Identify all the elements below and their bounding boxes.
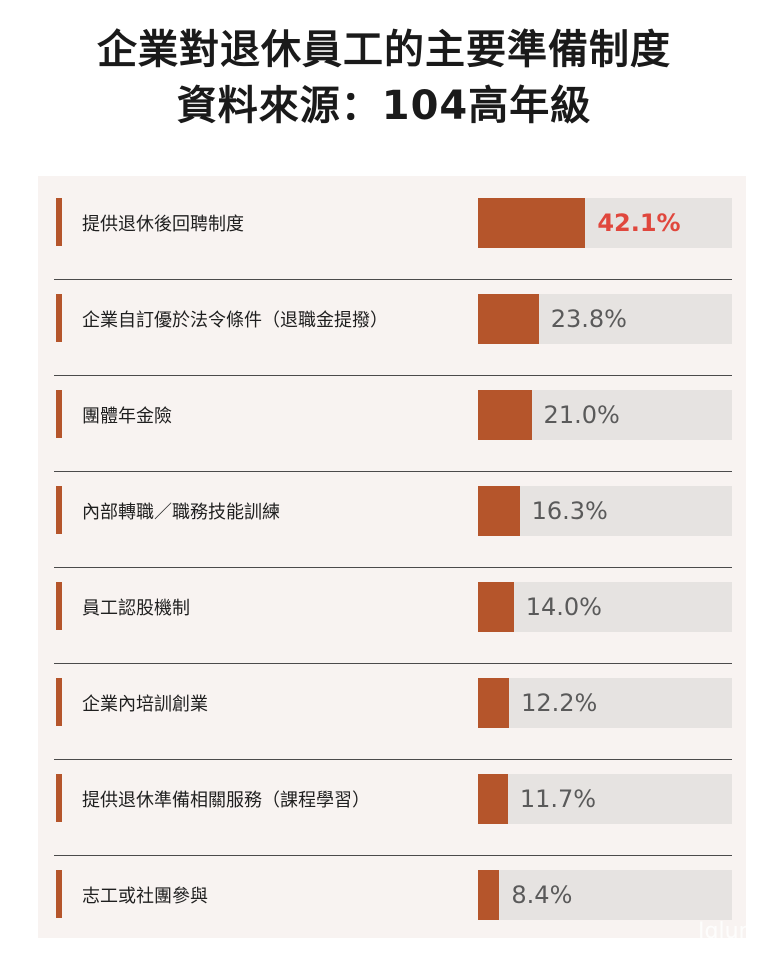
- category-label: 志工或社團參與: [82, 886, 208, 907]
- bar-track: 42.1%: [478, 198, 732, 248]
- watermark-logo: Iqlum: [698, 919, 760, 944]
- bar-track: 12.2%: [478, 678, 732, 728]
- row-divider: [54, 566, 732, 568]
- value-label: 12.2%: [521, 689, 598, 717]
- row-accent-marker: [56, 774, 62, 822]
- bar-row: 企業自訂優於法令條件（退職金提撥） 23.8%: [38, 280, 746, 376]
- bar-row: 志工或社團參與 8.4%: [38, 856, 746, 952]
- bar-track: 8.4%: [478, 870, 732, 920]
- value-label: 23.8%: [550, 305, 627, 333]
- bar: [478, 870, 500, 920]
- row-divider: [54, 374, 732, 376]
- value-label: 14.0%: [525, 593, 602, 621]
- bar-row: 提供退休準備相關服務（課程學習） 11.7%: [38, 760, 746, 856]
- bar: [478, 486, 520, 536]
- bar-track: 23.8%: [478, 294, 732, 344]
- bar-row: 企業內培訓創業 12.2%: [38, 664, 746, 760]
- row-divider: [54, 278, 732, 280]
- row-accent-marker: [56, 294, 62, 342]
- row-accent-marker: [56, 390, 62, 438]
- bar: [478, 582, 514, 632]
- value-label: 16.3%: [531, 497, 608, 525]
- bar-track: 21.0%: [478, 390, 732, 440]
- bar-row: 內部轉職／職務技能訓練 16.3%: [38, 472, 746, 568]
- row-divider: [54, 662, 732, 664]
- bar: [478, 678, 510, 728]
- row-divider: [54, 470, 732, 472]
- row-accent-marker: [56, 486, 62, 534]
- row-divider: [54, 758, 732, 760]
- category-label: 團體年金險: [82, 406, 172, 427]
- bar: [478, 774, 508, 824]
- category-label: 提供退休準備相關服務（課程學習）: [82, 790, 370, 811]
- bar-row: 團體年金險 21.0%: [38, 376, 746, 472]
- bar-track: 16.3%: [478, 486, 732, 536]
- bar-row: 員工認股機制 14.0%: [38, 568, 746, 664]
- category-label: 內部轉職／職務技能訓練: [82, 502, 280, 523]
- row-divider: [54, 854, 732, 856]
- row-accent-marker: [56, 870, 62, 918]
- row-accent-marker: [56, 678, 62, 726]
- bar-track: 11.7%: [478, 774, 732, 824]
- bar: [478, 198, 586, 248]
- category-label: 提供退休後回聘制度: [82, 214, 244, 235]
- bar-track: 14.0%: [478, 582, 732, 632]
- bar: [478, 390, 532, 440]
- row-accent-marker: [56, 198, 62, 246]
- row-accent-marker: [56, 582, 62, 630]
- chart-panel: 提供退休後回聘制度 42.1% 企業自訂優於法令條件（退職金提撥） 23.8% 團體年金…: [38, 176, 746, 938]
- value-label: 21.0%: [543, 401, 620, 429]
- chart-title-block: 企業對退休員工的主要準備制度 資料來源：104高年級: [0, 22, 768, 134]
- category-label: 員工認股機制: [82, 598, 190, 619]
- category-label: 企業自訂優於法令條件（退職金提撥）: [82, 310, 388, 331]
- chart-subtitle: 資料來源：104高年級: [176, 83, 592, 129]
- value-label: 11.7%: [519, 785, 597, 813]
- chart-title: 企業對退休員工的主要準備制度: [97, 27, 671, 73]
- bar: [478, 294, 539, 344]
- value-label: 42.1%: [597, 209, 681, 237]
- category-label: 企業內培訓創業: [82, 694, 208, 715]
- value-label: 8.4%: [511, 881, 573, 909]
- bar-row: 提供退休後回聘制度 42.1%: [38, 184, 746, 280]
